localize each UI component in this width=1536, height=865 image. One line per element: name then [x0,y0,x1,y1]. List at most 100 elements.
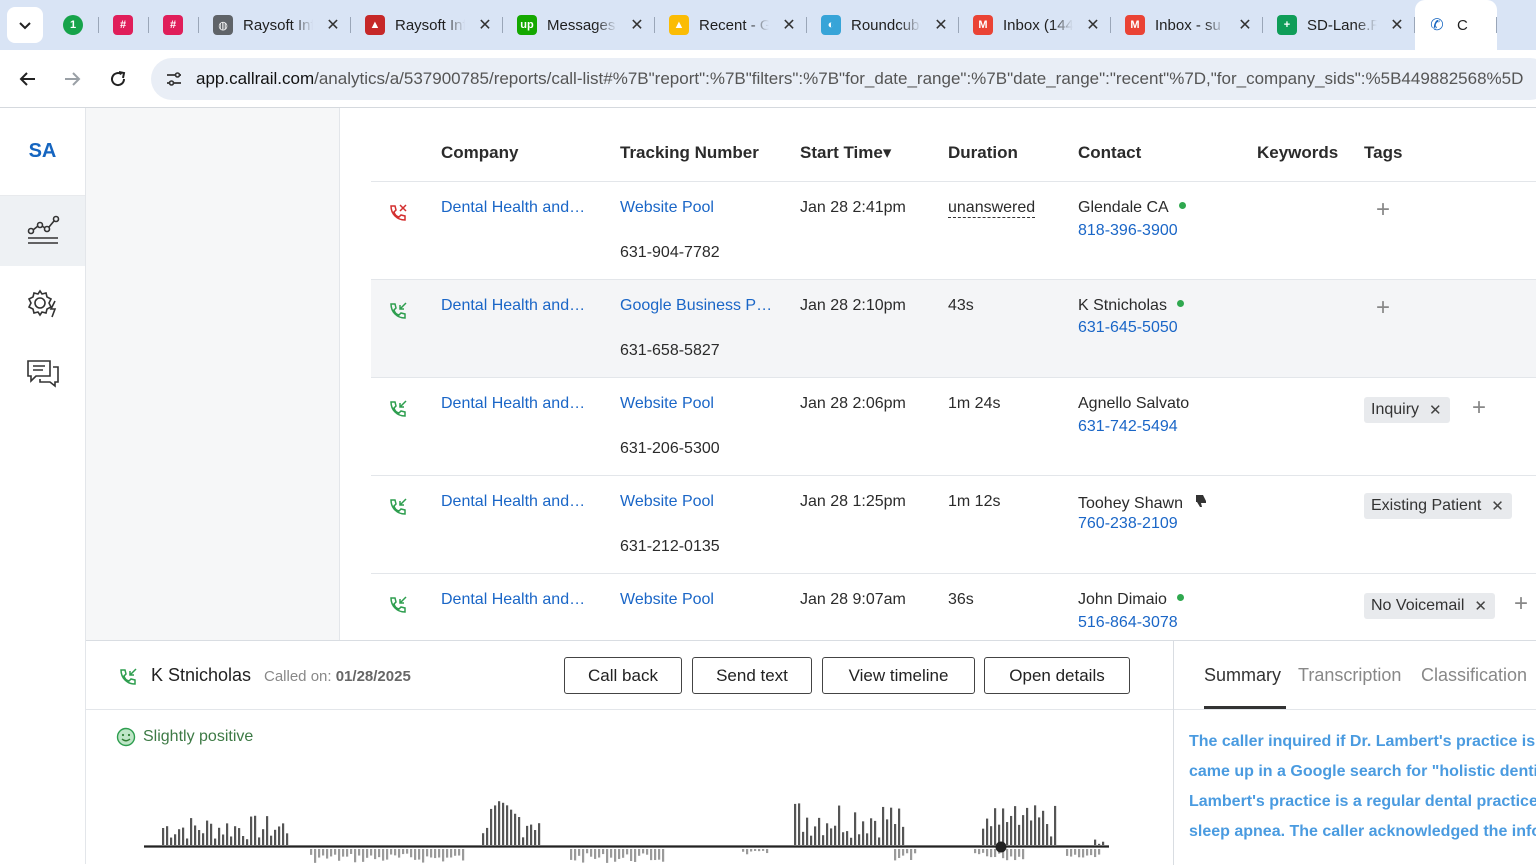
address-bar[interactable]: app.callrail.com/analytics/a/537900785/r… [151,58,1536,100]
company-link[interactable]: Dental Health and… [441,297,586,314]
browser-tab[interactable]: # [99,0,149,50]
nav-analytics[interactable] [0,196,85,266]
open-details-button[interactable]: Open details [984,657,1130,694]
company-link[interactable]: Dental Health and… [441,199,586,216]
contact-status-dot [1176,300,1184,308]
remove-tag-icon[interactable]: ✕ [1474,598,1487,615]
table-row-selected[interactable]: Dental Health and… Google Business P… 63… [371,280,1536,378]
contact-name[interactable]: K Stnicholas [1078,297,1184,315]
waveform-bar [406,849,409,854]
back-button[interactable] [16,67,40,91]
account-switcher[interactable]: SA [0,108,85,196]
close-tab-icon[interactable]: ✕ [326,17,340,34]
contact-name[interactable]: John Dimaio [1078,591,1184,609]
contact-name[interactable]: Toohey Shawn [1078,493,1209,513]
source-link[interactable]: Google Business P… [620,297,773,314]
close-tab-icon[interactable]: ✕ [478,17,492,34]
browser-tab[interactable]: M Inbox - su ✕ [1111,0,1263,50]
table-row[interactable]: Dental Health and… Website Pool 631-212-… [371,476,1536,574]
table-row[interactable]: Dental Health and… Website Pool 631-904-… [371,182,1536,280]
source-link[interactable]: Website Pool [620,199,714,216]
waveform-bar [1066,849,1069,856]
contact-phone-link[interactable]: 818-396-3900 [1078,222,1178,239]
close-tab-icon[interactable]: ✕ [782,17,796,34]
contact-phone-link[interactable]: 631-742-5494 [1078,418,1178,435]
contact-phone-link[interactable]: 760-238-2109 [1078,515,1178,532]
add-tag-button[interactable]: + [1472,394,1487,421]
column-header-start-time[interactable]: Start Time▾ [800,143,892,162]
playhead-handle[interactable] [995,841,1007,853]
waveform-bar [362,849,365,862]
close-tab-icon[interactable]: ✕ [1086,17,1100,34]
waveform-bar [986,849,989,857]
tab-callrail[interactable]: ✆ C [1415,0,1497,50]
call-back-button[interactable]: Call back [564,657,682,694]
waveform-bar [742,849,745,852]
send-text-button[interactable]: Send text [692,657,812,694]
table-row[interactable]: Dental Health and… Website Pool 631-206-… [371,378,1536,476]
contact-name[interactable]: Agnello Salvato [1078,395,1190,412]
source-link[interactable]: Website Pool [620,493,714,510]
globe-icon: ◍ [213,15,233,35]
waveform-bar [618,849,621,859]
waveform-bar [182,827,185,845]
close-tab-icon[interactable]: ✕ [1390,17,1404,34]
close-tab-icon[interactable]: ✕ [1238,17,1252,34]
waveform-bar [754,849,757,851]
company-link[interactable]: Dental Health and… [441,493,586,510]
remove-tag-icon[interactable]: ✕ [1429,402,1442,419]
tab-title: Raysoft Inf [243,16,313,34]
forward-button[interactable] [60,67,84,91]
waveform-bar [1034,805,1037,845]
waveform-bar [646,849,649,855]
browser-tab[interactable]: ▲ Recent - G ✕ [655,0,807,50]
column-header-tags[interactable]: Tags [1364,143,1403,162]
tag-label: No Voicemail [1371,597,1465,614]
column-header-tracking-number[interactable]: Tracking Number [620,143,759,162]
contact-phone-link[interactable]: 631-645-5050 [1078,319,1178,336]
table-row[interactable]: Dental Health and… Website Pool Jan 28 9… [371,574,1536,640]
browser-tab-bar: 1 # # ◍ Raysoft Inf ✕ ▲ Raysoft Inf ✕ up Messages ✕… [0,0,1536,50]
add-tag-button[interactable]: + [1514,590,1529,617]
contact-phone-link[interactable]: 516-864-3078 [1078,614,1178,631]
close-tab-icon[interactable]: ✕ [630,17,644,34]
browser-tab[interactable]: ▲ Raysoft Inf ✕ [351,0,503,50]
browser-tab[interactable]: 1 [49,0,99,50]
add-tag-button[interactable]: + [1376,294,1391,321]
column-header-duration[interactable]: Duration [948,143,1018,162]
source-link[interactable]: Website Pool [620,591,714,608]
tab-transcription[interactable]: Transcription [1298,665,1402,685]
contact-name[interactable]: Glendale CA [1078,199,1186,217]
audio-waveform[interactable] [144,781,1114,865]
tab-summary[interactable]: Summary [1204,665,1282,685]
arrow-left-icon [19,71,35,86]
browser-tab[interactable]: # [149,0,199,50]
tab-classification[interactable]: Classification [1421,665,1528,685]
nav-settings[interactable] [0,268,85,338]
company-link[interactable]: Dental Health and… [441,591,586,608]
browser-tab[interactable]: ◍ Raysoft Inf ✕ [199,0,351,50]
site-info-icon[interactable] [163,68,185,90]
tab-search-button[interactable] [7,7,43,43]
column-header-keywords[interactable]: Keywords [1257,143,1339,162]
nav-conversations[interactable] [0,338,85,408]
duration: unanswered [948,199,1036,218]
waveform-bar [270,835,273,845]
close-tab-icon[interactable]: ✕ [934,17,948,34]
tab-title: Raysoft Inf [395,16,465,34]
browser-tab[interactable]: ◐ Roundcub ✕ [807,0,959,50]
waveform-bar [274,829,277,845]
browser-tab[interactable]: + SD-Lane.R ✕ [1263,0,1415,50]
remove-tag-icon[interactable]: ✕ [1491,498,1504,515]
column-header-contact[interactable]: Contact [1078,143,1142,162]
company-link[interactable]: Dental Health and… [441,395,586,412]
browser-tab[interactable]: up Messages ✕ [503,0,655,50]
waveform-bar [266,816,269,845]
reload-button[interactable] [106,67,130,91]
waveform-bar [490,808,493,845]
add-tag-button[interactable]: + [1376,196,1391,223]
source-link[interactable]: Website Pool [620,395,714,412]
column-header-company[interactable]: Company [441,143,519,162]
view-timeline-button[interactable]: View timeline [822,657,975,694]
browser-tab[interactable]: M Inbox (144 ✕ [959,0,1111,50]
